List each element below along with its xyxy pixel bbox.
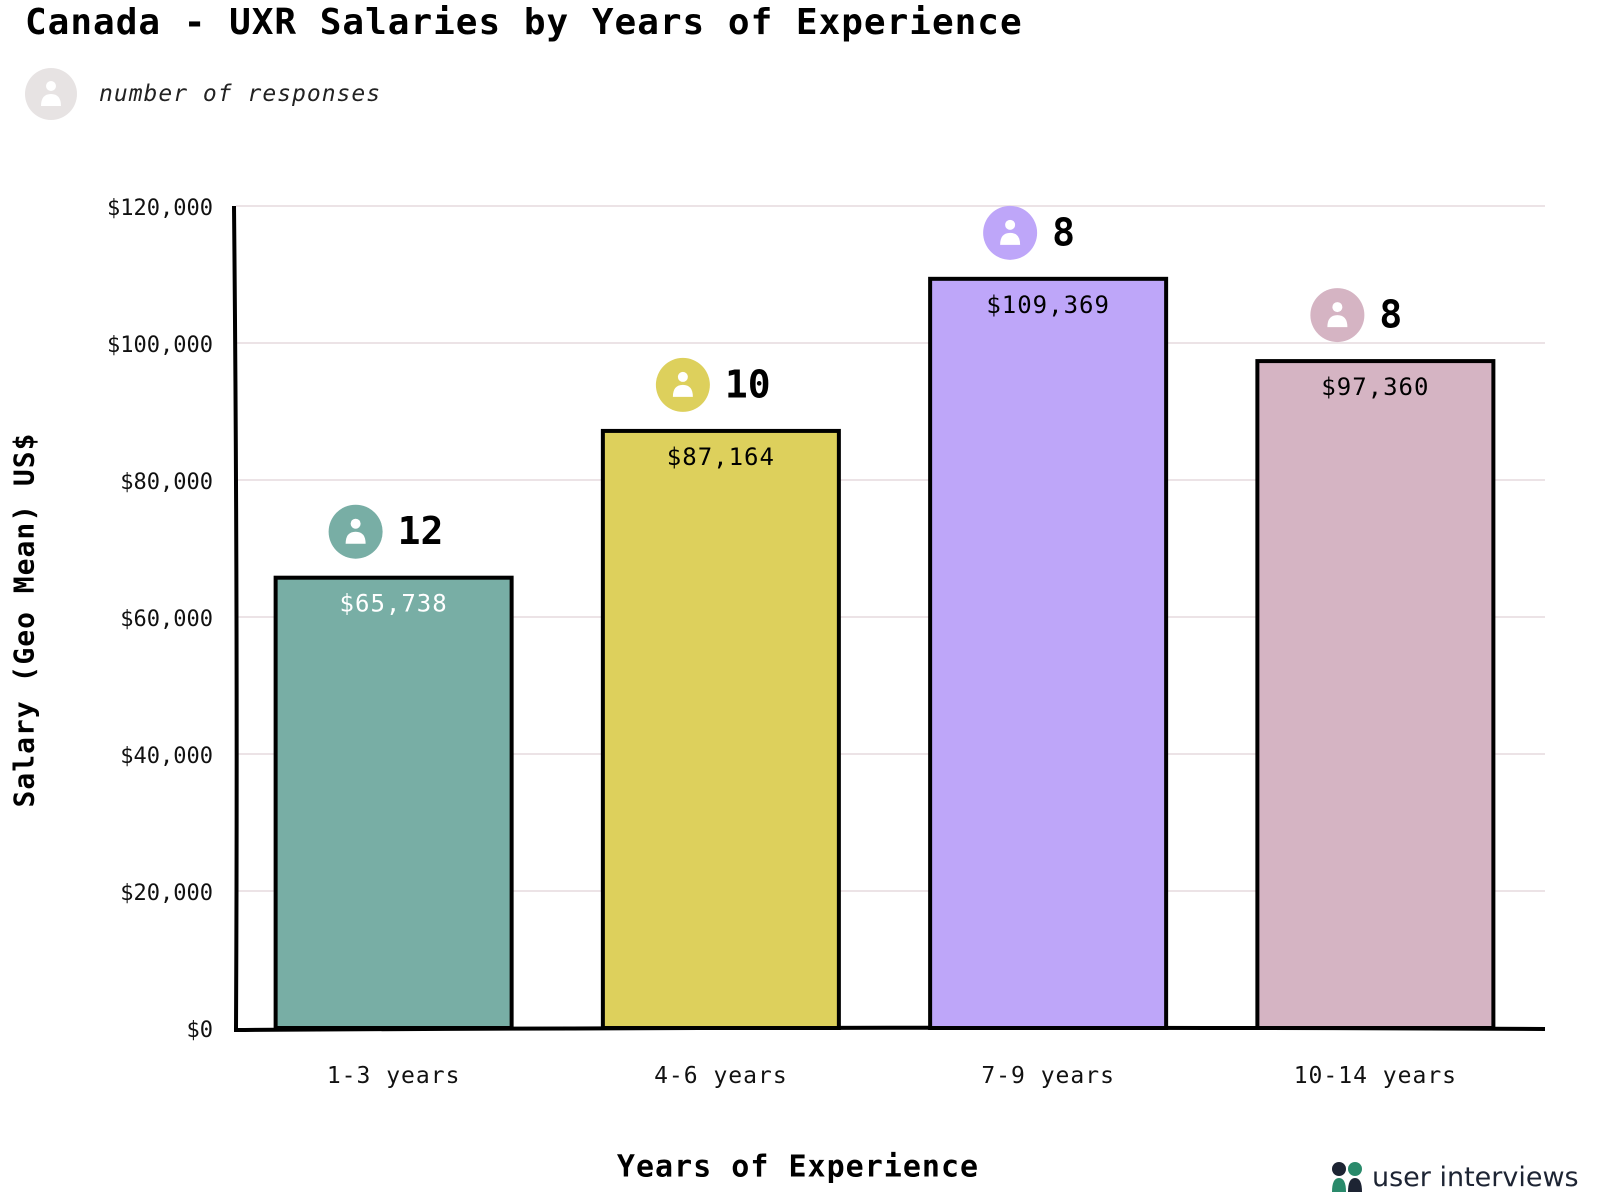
x-tick-label: 1-3 years xyxy=(327,1063,461,1089)
response-count: 10 xyxy=(725,362,771,406)
y-tick-label: $60,000 xyxy=(120,607,213,632)
y-axis-title: Salary (Geo Mean) US$ xyxy=(7,432,41,808)
y-tick-label: $120,000 xyxy=(107,196,213,221)
y-tick-label: $100,000 xyxy=(107,333,213,358)
x-axis-title: Years of Experience xyxy=(616,1149,980,1185)
bar-value-label: $97,360 xyxy=(1321,373,1429,401)
person-icon-head xyxy=(350,518,361,529)
x-tick-label: 10-14 years xyxy=(1294,1063,1457,1089)
x-tick-label: 7-9 years xyxy=(981,1063,1115,1089)
bar-value-label: $109,369 xyxy=(986,291,1110,319)
bar xyxy=(273,575,514,1030)
response-count: 12 xyxy=(398,509,444,553)
brand-name: user interviews xyxy=(1372,1161,1579,1193)
person-icon-head xyxy=(1332,302,1343,313)
y-axis-line xyxy=(232,205,239,1031)
person-icon xyxy=(25,68,77,120)
person-icon-body xyxy=(1000,232,1021,245)
response-count: 8 xyxy=(1379,293,1402,337)
response-count: 8 xyxy=(1052,210,1075,254)
chart-legend: number of responses xyxy=(23,66,381,122)
person-icon-head xyxy=(1005,219,1016,230)
y-tick-label: $20,000 xyxy=(120,881,213,906)
y-tick-label: $40,000 xyxy=(120,744,213,769)
x-tick-label: 4-6 years xyxy=(654,1063,788,1089)
y-tick-label: $80,000 xyxy=(120,470,213,495)
brand-logo: user interviews xyxy=(1330,1160,1579,1194)
person-icon-body xyxy=(1327,315,1348,328)
y-tick-label: $0 xyxy=(187,1018,214,1043)
person-icon-body xyxy=(345,531,366,544)
chart-title: Canada - UXR Salaries by Years of Experi… xyxy=(25,2,1023,43)
user-interviews-logo-icon xyxy=(1332,1162,1362,1192)
legend-label: number of responses xyxy=(99,81,382,107)
bar-value-label: $87,164 xyxy=(667,443,775,471)
bar xyxy=(600,428,841,1031)
bar xyxy=(928,276,1169,1031)
person-icon-body xyxy=(672,384,693,397)
bar-value-label: $65,738 xyxy=(340,590,448,618)
bar xyxy=(1255,359,1496,1031)
person-icon-head xyxy=(677,371,688,382)
